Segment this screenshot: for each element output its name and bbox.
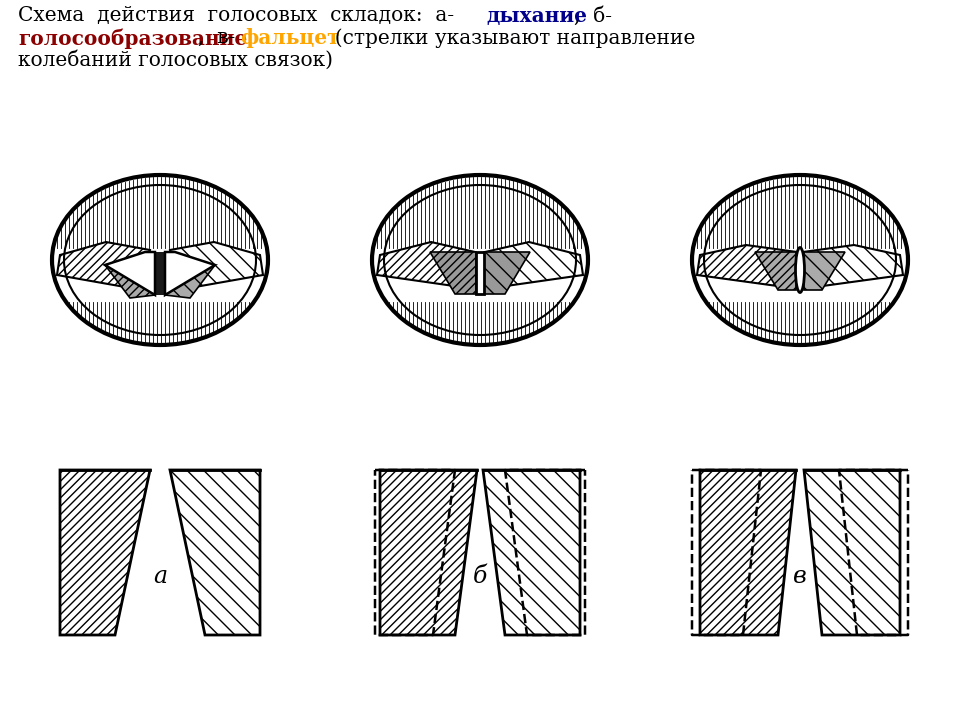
Text: Схема  действия  голосовых  складок:  а-: Схема действия голосовых складок: а- xyxy=(18,6,458,25)
Polygon shape xyxy=(484,252,530,294)
Text: ,  б-: , б- xyxy=(574,6,612,26)
Text: фальцет: фальцет xyxy=(240,28,340,48)
Polygon shape xyxy=(170,242,263,290)
Polygon shape xyxy=(105,252,155,298)
Text: ,  в-: , в- xyxy=(198,28,239,47)
Text: голосообразование: голосообразование xyxy=(18,28,248,48)
Polygon shape xyxy=(377,242,475,288)
Polygon shape xyxy=(755,252,796,290)
Polygon shape xyxy=(483,470,580,635)
Polygon shape xyxy=(804,470,900,635)
Ellipse shape xyxy=(692,175,908,345)
Polygon shape xyxy=(60,470,150,635)
Text: a: a xyxy=(153,565,167,588)
Polygon shape xyxy=(430,252,476,294)
Ellipse shape xyxy=(52,175,268,345)
Polygon shape xyxy=(145,252,175,295)
Text: (стрелки указывают направление: (стрелки указывают направление xyxy=(322,28,695,48)
Polygon shape xyxy=(380,470,477,635)
Polygon shape xyxy=(57,242,150,290)
Text: колебаний голосовых связок): колебаний голосовых связок) xyxy=(18,50,333,70)
Polygon shape xyxy=(485,242,583,288)
Polygon shape xyxy=(165,252,215,295)
Polygon shape xyxy=(165,252,215,298)
Polygon shape xyxy=(700,470,796,635)
Polygon shape xyxy=(803,245,903,288)
Text: в: в xyxy=(793,565,806,588)
Text: дыхание: дыхание xyxy=(486,6,587,26)
Polygon shape xyxy=(697,245,797,288)
Polygon shape xyxy=(804,252,845,290)
Ellipse shape xyxy=(796,248,804,292)
Text: б: б xyxy=(473,565,487,588)
Ellipse shape xyxy=(372,175,588,345)
Polygon shape xyxy=(105,252,155,295)
Polygon shape xyxy=(476,252,484,294)
Polygon shape xyxy=(170,470,260,635)
